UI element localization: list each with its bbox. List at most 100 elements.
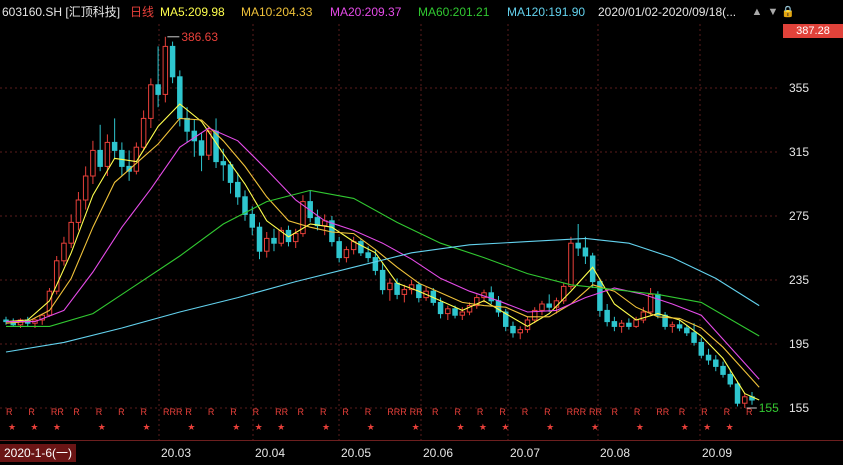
candle-body (336, 241, 342, 259)
signal-marker: RRR (163, 407, 183, 417)
signal-star: ★ (53, 423, 61, 433)
candle-body (177, 76, 183, 119)
candle-body (524, 319, 531, 331)
candle-body (292, 233, 299, 243)
candle-body (474, 297, 480, 307)
candle-body (560, 285, 567, 302)
cursor-date-badge: 2020-1-6(一) (0, 444, 77, 462)
date-tick-label: 20.09 (702, 446, 733, 460)
candle-body (75, 199, 82, 223)
signal-marker: R (230, 407, 237, 417)
candle-body (510, 325, 516, 334)
price-tick-label: 155 (789, 401, 810, 415)
date-axis: 2020-1-6(一) 20.03 20.04 20.05 20.06 20.07 20.… (0, 440, 843, 465)
stock-code-label[interactable]: 603160.SH [汇顶科技] (2, 5, 121, 19)
signal-star: ★ (501, 423, 509, 433)
candle-body (582, 247, 589, 257)
signal-marker: R (208, 407, 215, 417)
candle-body (611, 321, 618, 327)
signal-star: ★ (8, 423, 16, 433)
signal-star: ★ (277, 423, 285, 433)
signal-marker: R (701, 407, 708, 417)
candle-body (162, 45, 169, 95)
price-tick-label: 315 (789, 145, 810, 159)
candle-body (140, 117, 147, 148)
candle-body (589, 255, 596, 283)
candle-body (466, 305, 473, 313)
signal-marker: RR (589, 407, 602, 417)
signal-star: ★ (255, 423, 263, 433)
signal-marker: R (6, 407, 13, 417)
ma60-line (6, 189, 760, 337)
price-axis: 355 315 275 235 195 155 (780, 24, 843, 440)
candle-body (235, 181, 241, 198)
scroll-down-icon[interactable]: ▼ (767, 6, 779, 18)
candle-body (669, 324, 676, 327)
signal-marker: R (679, 407, 686, 417)
candle-body (452, 308, 458, 316)
price-tick-label: 195 (789, 337, 810, 351)
signal-star: ★ (703, 423, 711, 433)
signal-marker: R (724, 407, 731, 417)
signal-star: ★ (322, 423, 330, 433)
signal-star: ★ (187, 423, 195, 433)
kline-chart[interactable]: 386.63155.78R★R★RR★RR★RR★RRRR★RR★R★RR★RR… (0, 24, 780, 440)
signal-marker: R (544, 407, 551, 417)
lock-icon[interactable]: 🔒 (781, 6, 795, 18)
candle-body (401, 289, 408, 295)
ma5-value: MA5:209.98 (160, 5, 225, 19)
signal-marker: R (611, 407, 618, 417)
candle-body (647, 293, 654, 313)
signal-marker: R (634, 407, 641, 417)
candle-body (655, 293, 661, 316)
candle-body (126, 165, 132, 172)
candle-body (133, 146, 140, 172)
candle-body (633, 319, 639, 327)
signal-star: ★ (479, 423, 487, 433)
signal-star: ★ (98, 423, 106, 433)
signal-marker: R (746, 407, 753, 417)
candle-body (198, 140, 205, 156)
signal-marker: R (342, 407, 349, 417)
candle-body (626, 322, 632, 327)
date-tick-label: 20.04 (255, 446, 286, 460)
ma60-value: MA60:201.21 (418, 5, 490, 19)
date-range-label[interactable]: 2020/01/02-2020/09/18(... (598, 5, 737, 19)
ma20-value: MA20:209.37 (330, 5, 402, 19)
signal-star: ★ (681, 423, 689, 433)
candle-body (568, 242, 574, 287)
candle-body (53, 260, 60, 292)
ma10-value: MA10:204.33 (241, 5, 313, 19)
candle-body (169, 45, 176, 78)
candle-body (691, 332, 697, 343)
scroll-up-icon[interactable]: ▲ (751, 6, 763, 18)
candle-body (546, 303, 552, 308)
signal-marker: RR (656, 407, 669, 417)
signal-star: ★ (367, 423, 375, 433)
low-price-annotation: 155.78 (759, 401, 780, 415)
signal-star: ★ (412, 423, 420, 433)
candle-body (437, 301, 444, 315)
candle-body (379, 269, 386, 291)
signal-marker: R (477, 407, 484, 417)
candle-body (713, 359, 719, 367)
ma10-line (5, 117, 760, 388)
ma20-line (6, 127, 760, 380)
signal-marker: R (522, 407, 529, 417)
signal-marker: R (141, 407, 148, 417)
period-label[interactable]: 日线 (130, 5, 155, 19)
signal-marker: R (499, 407, 506, 417)
signal-marker: R (73, 407, 80, 417)
high-price-annotation: 386.63 (181, 30, 218, 44)
candle-body (394, 282, 400, 295)
candle-body (503, 311, 509, 327)
signal-marker: R (28, 407, 35, 417)
ma120-value: MA120:191.90 (507, 5, 586, 19)
candle-body (278, 229, 284, 244)
candle-body (676, 324, 683, 329)
signal-marker: R (432, 407, 439, 417)
ma5-line (5, 103, 760, 401)
candle-body (263, 237, 270, 252)
candle-body (249, 213, 255, 228)
signal-marker: R (365, 407, 372, 417)
